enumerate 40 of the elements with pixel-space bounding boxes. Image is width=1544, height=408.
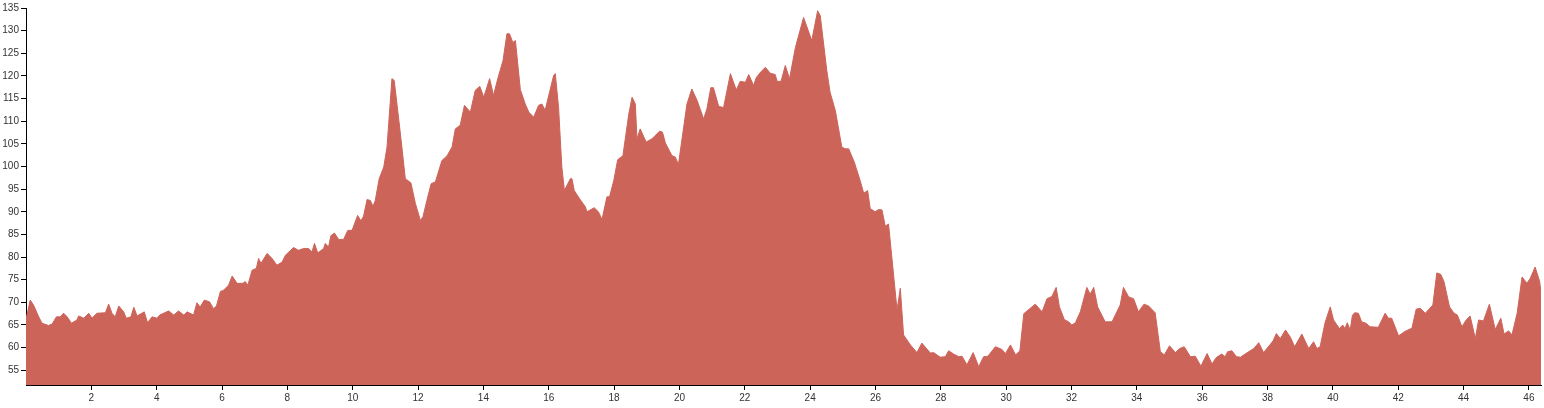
y-tick-label: 85 — [7, 228, 20, 240]
x-tick-label: 34 — [1131, 391, 1143, 403]
x-tick-label: 20 — [673, 391, 686, 403]
y-tick-label: 115 — [3, 92, 20, 104]
x-tick-label: 18 — [608, 391, 621, 403]
y-tick-label: 100 — [2, 160, 20, 172]
y-tick-label: 90 — [7, 205, 20, 217]
y-tick-label: 125 — [2, 47, 20, 59]
x-tick-label: 28 — [935, 391, 947, 403]
x-tick-label: 30 — [1000, 391, 1013, 403]
x-tick-label: 6 — [219, 391, 226, 403]
x-tick-label: 4 — [153, 391, 160, 403]
x-tick-label: 46 — [1523, 391, 1535, 403]
y-tick-label: 130 — [2, 24, 20, 36]
x-tick-label: 10 — [347, 391, 359, 403]
y-tick-label: 70 — [7, 296, 20, 308]
x-tick-label: 38 — [1261, 391, 1274, 403]
x-tick-label: 44 — [1458, 391, 1470, 403]
y-tick-label: 60 — [7, 341, 20, 353]
x-tick-label: 14 — [477, 391, 490, 403]
x-tick-label: 16 — [543, 391, 555, 403]
y-tick-label: 65 — [7, 318, 20, 330]
x-tick-label: 26 — [869, 391, 882, 403]
x-tick-label: 22 — [739, 391, 751, 403]
y-tick-label: 55 — [7, 364, 20, 376]
x-tick-label: 36 — [1196, 391, 1209, 403]
y-tick-label: 120 — [2, 69, 20, 81]
y-tick-label: 135 — [2, 1, 20, 13]
x-tick-label: 32 — [1065, 391, 1078, 403]
x-tick-label: 40 — [1327, 391, 1339, 403]
y-tick-label: 95 — [7, 182, 20, 194]
y-tick-label: 75 — [7, 273, 20, 285]
x-tick-label: 8 — [284, 391, 291, 403]
x-tick-label: 42 — [1392, 391, 1405, 403]
x-tick-label: 2 — [88, 391, 95, 403]
y-tick-label: 80 — [7, 250, 20, 262]
y-tick-label: 105 — [2, 137, 20, 149]
y-tick-label: 110 — [3, 114, 20, 126]
x-tick-label: 24 — [804, 391, 817, 403]
x-tick-label: 12 — [412, 391, 425, 403]
